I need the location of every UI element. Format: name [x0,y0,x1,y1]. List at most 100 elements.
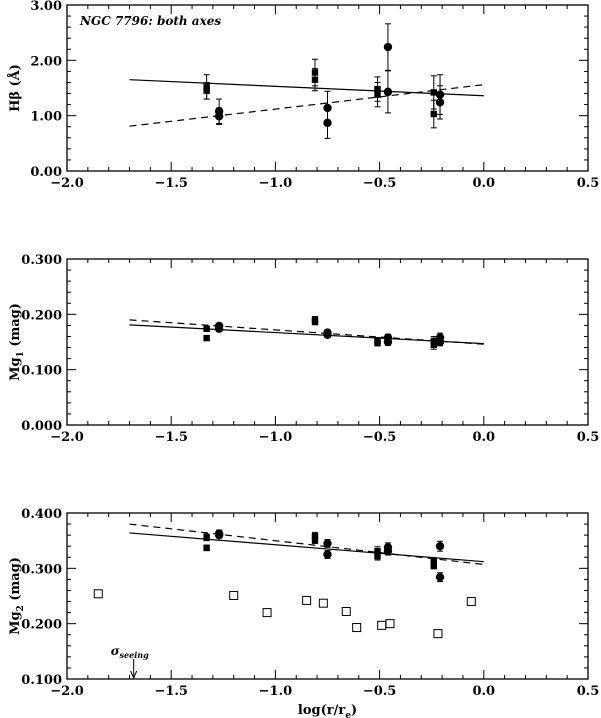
data-point-square [203,534,210,541]
x-axis-label-sub: e [345,711,351,718]
x-tick-label: −2.0 [50,684,84,699]
data-point-square [430,110,437,118]
solid-fit-line [129,324,484,345]
data-point-circle [383,337,393,347]
x-tick-label: −1.0 [259,684,293,699]
y-axis-label-main: Hβ [8,91,23,112]
seeing-arrow-head [130,670,138,680]
data-point-circle [323,118,332,128]
data-point-circle [383,546,393,556]
x-tick-label: 0.5 [577,684,600,699]
data-point-circle [214,530,224,540]
y-axis-label-sub: 1 [16,351,26,357]
data-point-circle [323,330,332,340]
y-axis-label: Hβ (Å) [7,64,23,112]
panel-annotation: NGC 7796: both axes [79,14,221,28]
y-tick-label: 0.100 [21,673,62,688]
data-point-open-square [93,589,103,599]
dashed-fit-line [129,523,484,566]
data-point-open-square [341,606,351,616]
y-axis-label-main: Mg [8,357,23,380]
data-point-open-square [302,595,312,605]
x-axis-label-tail: ) [351,703,357,718]
x-tick-label: 0.0 [472,684,495,699]
seeing-label: σseeing [111,644,149,660]
y-axis-label-unit: (Å) [7,64,23,91]
data-point-square [430,562,437,569]
solid-fit-line [129,532,484,563]
y-axis-label-sub: 2 [16,605,26,611]
data-point-circle [435,337,445,347]
plot-frame [66,4,589,172]
data-point-circle [435,572,445,582]
y-tick-label: 0.00 [30,165,62,180]
x-tick-label: −1.5 [154,430,188,445]
x-tick-label: −0.5 [363,430,397,445]
y-tick-label: 3.00 [30,0,62,14]
panel-1: −2.0 −1.5 −1.0 −0.5 0.0 0.5 0.00 1.00 2.00 3.00 Hβ… [7,0,599,191]
data-point-square [203,334,210,342]
data-point-circle [214,112,224,121]
data-point-open-square [229,590,239,600]
y-tick-label: 0.200 [21,618,62,633]
data-point-open-square [262,608,272,618]
x-tick-label: −0.5 [363,176,397,191]
data-point-circle [435,98,445,107]
seeing-label-sub: seeing [120,650,150,660]
data-point-square [203,544,210,552]
y-tick-label: 0.300 [21,562,62,577]
data-point-open-square [385,619,395,629]
data-point-square [374,339,381,347]
data-point-square [374,547,381,555]
y-axis-label-main: Mg [8,611,23,634]
x-tick-label: −2.0 [50,430,84,445]
x-tick-label: −2.0 [50,176,84,191]
y-tick-label: 2.00 [30,54,62,69]
x-tick-label: −0.5 [363,684,397,699]
y-axis-label-unit: (mag) [8,557,23,605]
data-point-square [203,325,210,332]
x-axis-label: log(r/re) [298,703,357,718]
y-tick-label: 1.00 [30,110,62,125]
data-point-square [203,87,210,94]
data-point-circle [214,324,224,333]
panel-2: −2.0 −1.5 −1.0 −0.5 0.0 0.5 0.000 0.100 0.200 0.3… [8,253,599,445]
data-point-circle [323,550,332,559]
data-point-square [430,341,437,348]
x-tick-label: −1.0 [259,176,293,191]
data-point-square [311,533,319,540]
data-point-open-square [466,597,476,607]
data-point-square [374,91,381,98]
plot-frame [66,512,589,680]
x-tick-label: −1.5 [154,684,188,699]
data-point-circle [383,87,393,97]
data-point-open-square [377,620,387,630]
data-point-square [430,89,437,96]
x-tick-label: 0.0 [472,176,495,191]
x-tick-label: 0.0 [472,430,495,445]
data-point-open-square [352,623,362,633]
data-point-open-square [318,598,328,608]
data-point-square [430,558,437,565]
y-axis-label: Mg2 (mag) [8,557,26,635]
data-point-open-square [433,629,443,639]
seeing-label-main: σ [111,644,120,658]
data-point-square [311,76,319,83]
y-tick-label: 0.300 [21,253,62,268]
data-point-circle [383,42,393,52]
panel-3: −2.0 −1.5 −1.0 −0.5 0.0 0.5 0.100 0.200 0.300 0.4… [8,507,599,718]
x-axis-label-main: log(r/r [298,703,345,718]
y-axis-label-unit: (mag) [8,303,23,351]
data-point-square [311,318,319,326]
y-axis-label: Mg1 (mag) [8,303,26,381]
x-tick-label: 0.5 [577,430,600,445]
solid-fit-line [129,79,484,97]
x-tick-label: −1.5 [154,176,188,191]
data-point-circle [323,539,332,548]
plot-frame [66,258,589,426]
y-tick-label: 0.000 [21,419,62,434]
x-tick-label: −1.0 [259,430,293,445]
data-point-square [311,536,319,544]
data-point-circle [435,542,445,551]
